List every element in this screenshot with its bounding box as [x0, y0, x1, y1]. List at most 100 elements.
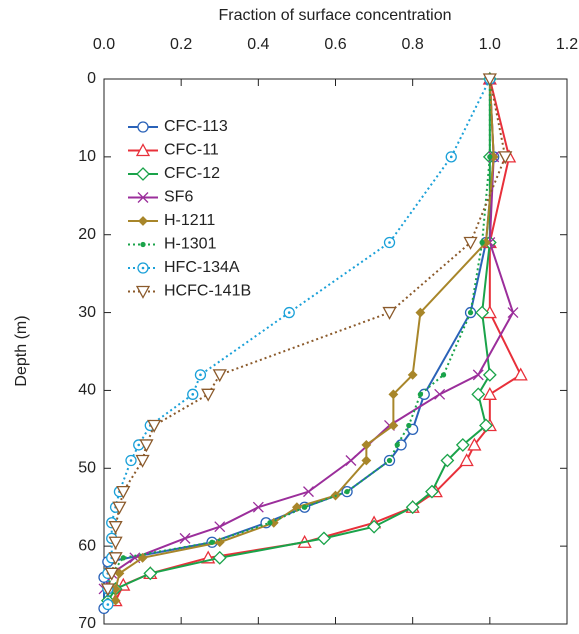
marker: [252, 501, 264, 513]
marker: [303, 486, 314, 498]
marker: [394, 442, 400, 448]
marker: [415, 307, 426, 318]
marker: [120, 555, 126, 561]
series-line: [106, 78, 507, 590]
x-tick-label: 0.6: [324, 36, 346, 53]
y-tick-label: 0: [87, 70, 96, 87]
marker: [434, 388, 446, 400]
marker: [472, 369, 484, 381]
marker: [143, 566, 158, 581]
marker: [388, 420, 399, 431]
marker: [405, 500, 420, 515]
marker: [125, 454, 137, 467]
marker: [344, 488, 350, 495]
marker-center: [388, 241, 391, 244]
marker: [214, 537, 225, 548]
marker: [482, 73, 497, 87]
marker: [361, 455, 372, 466]
marker: [487, 154, 493, 160]
marker: [425, 484, 439, 499]
legend-marker: [137, 262, 149, 274]
marker: [383, 236, 396, 249]
legend-marker: [137, 192, 149, 203]
legend-label: HCFC-141B: [164, 283, 251, 300]
marker: [367, 519, 382, 534]
marker: [147, 419, 162, 433]
marker: [406, 422, 412, 429]
legend-label: H-1211: [164, 212, 215, 229]
legend-marker: [135, 285, 151, 299]
marker: [214, 521, 226, 533]
x-tick-label: 0.4: [247, 36, 269, 53]
marker: [209, 539, 215, 545]
series-line: [103, 78, 495, 609]
marker: [361, 440, 372, 450]
marker-center: [287, 311, 291, 314]
legend-label: CFC-12: [164, 165, 220, 182]
marker: [386, 457, 393, 464]
x-axis-title: Fraction of surface concentration: [218, 7, 451, 24]
marker: [114, 568, 125, 579]
x-tick-label: 0.0: [93, 36, 115, 53]
legend-marker: [140, 241, 146, 248]
y-tick-label: 10: [78, 148, 96, 165]
marker: [382, 306, 397, 320]
marker: [417, 391, 424, 397]
marker: [112, 501, 127, 515]
marker: [479, 418, 493, 433]
marker: [440, 453, 455, 468]
legend-marker: [136, 167, 150, 181]
marker-center: [191, 393, 195, 396]
marker: [201, 388, 216, 402]
legend-marker: [137, 121, 149, 133]
legend-label: HFC-134A: [164, 259, 240, 276]
marker: [301, 504, 308, 510]
legend-marker: [135, 143, 151, 157]
marker: [110, 595, 121, 606]
y-axis-title: Depth (m): [13, 315, 30, 386]
marker: [135, 454, 150, 468]
marker: [137, 552, 148, 563]
marker: [388, 389, 399, 400]
legend-marker: [138, 216, 148, 226]
marker: [267, 520, 273, 526]
marker: [108, 536, 123, 550]
marker: [463, 236, 478, 250]
marker: [459, 453, 474, 467]
marker: [179, 532, 191, 544]
legend-label: SF6: [164, 189, 193, 206]
marker: [455, 438, 470, 452]
marker: [317, 531, 331, 546]
marker: [467, 309, 474, 316]
marker: [440, 372, 447, 378]
marker: [407, 369, 418, 380]
y-tick-label: 40: [78, 382, 96, 399]
marker: [475, 305, 490, 320]
y-tick-label: 60: [78, 537, 96, 554]
marker: [212, 369, 227, 383]
legend-label: CFC-113: [164, 118, 228, 135]
marker: [291, 502, 302, 513]
y-tick-label: 50: [78, 460, 96, 477]
marker: [513, 367, 528, 381]
marker: [212, 550, 227, 565]
legend-label: H-1301: [164, 236, 217, 253]
marker-center: [199, 373, 202, 377]
marker: [345, 455, 357, 466]
marker: [507, 307, 519, 319]
marker: [482, 386, 497, 400]
marker: [482, 367, 497, 382]
marker: [467, 437, 482, 451]
y-tick-label: 70: [78, 615, 96, 632]
marker-center: [449, 155, 453, 159]
marker: [104, 567, 119, 581]
marker: [108, 552, 123, 566]
marker: [100, 583, 115, 597]
marker: [139, 439, 154, 453]
marker-center: [141, 266, 145, 270]
marker: [471, 387, 486, 402]
marker-center: [137, 443, 141, 447]
marker: [498, 151, 513, 165]
marker: [116, 485, 131, 500]
